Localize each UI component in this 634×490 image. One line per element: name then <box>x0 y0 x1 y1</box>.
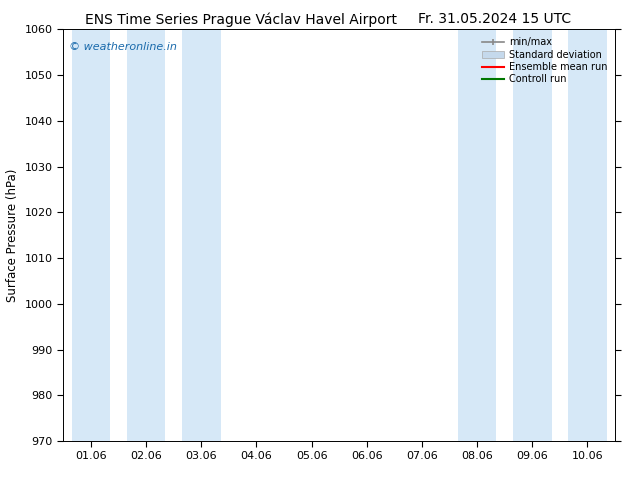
Legend: min/max, Standard deviation, Ensemble mean run, Controll run: min/max, Standard deviation, Ensemble me… <box>479 34 610 87</box>
Text: Fr. 31.05.2024 15 UTC: Fr. 31.05.2024 15 UTC <box>418 12 571 26</box>
Y-axis label: Surface Pressure (hPa): Surface Pressure (hPa) <box>6 169 19 302</box>
Bar <box>458 29 496 441</box>
Bar <box>182 29 221 441</box>
Bar <box>568 29 607 441</box>
Text: ENS Time Series Prague Václav Havel Airport: ENS Time Series Prague Václav Havel Airp… <box>85 12 397 27</box>
Bar <box>72 29 110 441</box>
Text: © weatheronline.in: © weatheronline.in <box>69 42 177 52</box>
Bar <box>513 29 552 441</box>
Bar <box>127 29 165 441</box>
